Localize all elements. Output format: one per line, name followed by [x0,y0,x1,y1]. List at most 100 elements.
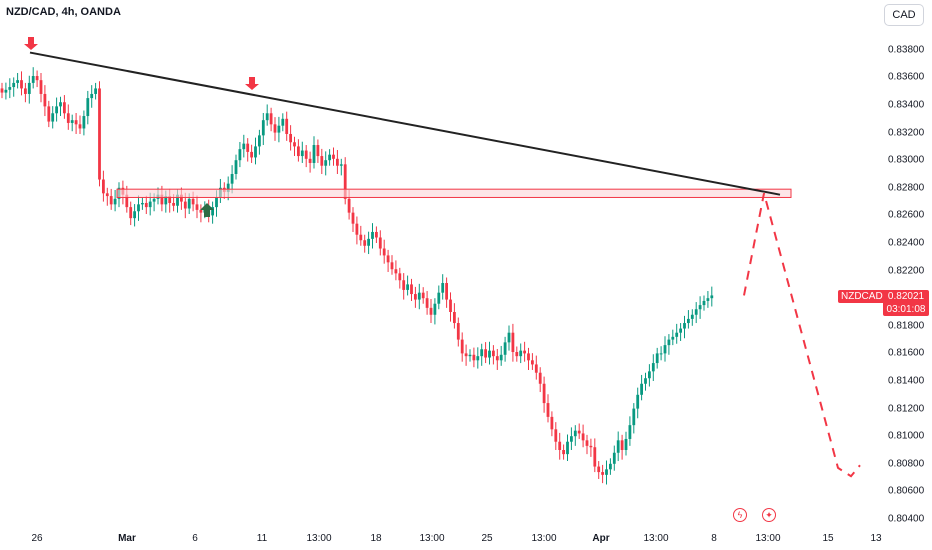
candle-body [601,472,604,475]
candle-body [55,106,58,114]
candle-body [261,120,265,136]
candle-body [144,202,148,208]
price-tick-label: 0.83400 [888,99,925,111]
candle-body [226,183,230,192]
candle-body [581,433,585,441]
time-tick-label: 11 [256,533,268,544]
arrow-down-icon [245,77,259,90]
candle-body [375,231,378,238]
candle-body [417,292,421,300]
candle-body [242,143,246,150]
candle-body [47,106,51,122]
candle-body [59,102,62,107]
price-tick-label: 0.81000 [888,430,925,442]
candle-body [70,120,74,123]
time-tick-label: 13:00 [306,533,332,544]
candle-body [675,332,679,337]
candle-body [316,145,320,157]
candle-body [519,350,523,357]
candle-body [211,207,214,216]
candle-body [394,269,398,274]
time-tick-label: Apr [592,533,610,544]
candle-body [277,125,281,133]
candle-body [297,146,300,157]
candle-body [215,197,218,208]
time-tick-label: 6 [192,533,198,544]
candle-body [429,307,433,315]
candle-body [172,202,175,206]
candle-body [339,164,343,166]
candle-body [382,248,386,256]
candle-body [566,441,569,455]
candle-body [238,149,242,161]
candle-body [0,88,4,93]
canada-flag-icon[interactable]: ✦ [762,508,776,522]
candle-body [624,438,628,450]
time-tick-label: Mar [118,533,136,544]
candle-body [20,80,23,89]
candle-body [343,164,347,199]
candle-body [472,354,476,361]
candle-body [577,430,581,434]
lightning-icon[interactable]: ϟ [733,508,747,522]
projection-path[interactable] [743,193,861,478]
candle-body [468,354,472,357]
candle-body [628,425,632,439]
candle-body [234,160,238,174]
candle-body [410,284,413,295]
trend-line[interactable] [29,51,781,196]
candle-body [289,133,292,143]
candle-body [63,102,66,114]
candle-body [105,193,109,197]
candle-body [90,93,94,99]
candle-body [113,198,117,205]
candle-body [35,76,39,81]
candle-body [390,262,394,270]
candle-body [12,82,16,88]
candle-body [488,350,491,358]
resistance-zone[interactable] [116,188,792,198]
time-tick-label: 13:00 [755,533,781,544]
candle-body [152,198,156,202]
candle-body [195,204,199,210]
candle-body [690,314,694,319]
time-tick-label: 13:00 [419,533,445,544]
arrow-up-icon [200,203,214,217]
candle-body [386,255,390,263]
candle-body [336,158,339,166]
candle-body [570,436,573,442]
time-tick-label: 13:00 [531,533,557,544]
price-tick-label: 0.83600 [888,71,925,83]
candle-body [542,383,546,404]
candle-body [648,371,651,379]
candle-body [437,292,441,304]
candle-body [332,154,335,159]
candle-body [39,80,43,94]
candle-body [355,223,359,235]
candle-body [605,469,608,475]
candle-body [258,135,261,147]
time-tick-label: 25 [481,533,493,544]
candle-body [378,237,382,249]
price-tick-label: 0.83000 [888,154,925,166]
candle-body [406,284,409,290]
candle-body [609,463,612,470]
currency-button[interactable]: CAD [884,4,924,26]
time-tick-label: 26 [31,533,43,544]
candle-body [402,280,406,290]
candle-body [78,124,82,129]
candle-body [683,323,686,329]
candle-body [644,378,647,384]
candle-body [655,353,659,364]
candle-body [464,353,468,357]
candle-body [328,154,331,161]
candle-body [612,452,616,464]
candle-body [495,356,499,361]
candle-body [538,372,542,384]
candle-body [414,294,417,300]
candle-body [511,332,515,353]
candle-body [320,156,324,166]
candle-body [285,118,289,134]
